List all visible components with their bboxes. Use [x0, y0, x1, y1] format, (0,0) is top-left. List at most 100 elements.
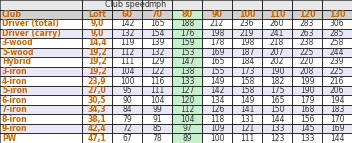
Text: 133: 133 [180, 77, 194, 86]
Text: 198: 198 [210, 29, 224, 38]
Text: 225: 225 [330, 67, 344, 76]
Bar [172, 133, 202, 143]
Bar [232, 29, 262, 38]
Bar [112, 86, 142, 95]
Bar [142, 67, 172, 76]
Text: 5-iron: 5-iron [2, 86, 27, 95]
Bar [202, 67, 232, 76]
Bar [0, 95, 82, 105]
Text: 89: 89 [182, 134, 192, 143]
Bar [112, 114, 142, 124]
Bar [232, 57, 262, 67]
Text: 3-wood: 3-wood [2, 38, 34, 47]
Bar [202, 10, 232, 19]
Bar [202, 86, 232, 95]
Text: 104: 104 [180, 115, 194, 124]
Bar [142, 19, 172, 29]
Bar [172, 19, 202, 29]
Text: 110: 110 [269, 10, 285, 19]
Text: 138: 138 [180, 67, 194, 76]
Text: 202: 202 [270, 57, 284, 66]
Bar [172, 38, 202, 48]
Text: 244: 244 [330, 48, 344, 57]
Bar [202, 114, 232, 124]
Bar [112, 19, 142, 29]
Text: 30,5: 30,5 [88, 96, 106, 105]
Bar [232, 0, 262, 10]
Text: Club: Club [2, 10, 22, 19]
Bar [112, 10, 142, 19]
Bar [112, 38, 142, 48]
Bar [172, 124, 202, 133]
Text: 139: 139 [150, 38, 164, 47]
Text: 109: 109 [210, 124, 224, 133]
Text: 131: 131 [240, 115, 254, 124]
Bar [322, 133, 352, 143]
Text: 158: 158 [240, 86, 254, 95]
Bar [292, 10, 322, 19]
Text: 168: 168 [300, 105, 314, 114]
Bar [0, 0, 82, 10]
Bar [142, 124, 172, 133]
Text: 165: 165 [210, 57, 224, 66]
Text: 134: 134 [210, 96, 224, 105]
Bar [292, 57, 322, 67]
Text: 206: 206 [330, 86, 344, 95]
Text: 104: 104 [120, 67, 134, 76]
Bar [82, 133, 112, 143]
Text: 225: 225 [300, 48, 314, 57]
Text: 120: 120 [299, 10, 315, 19]
Text: 104: 104 [150, 96, 164, 105]
Text: 80: 80 [181, 10, 193, 19]
Bar [0, 124, 82, 133]
Text: 156: 156 [300, 115, 314, 124]
Bar [232, 67, 262, 76]
Bar [172, 29, 202, 38]
Bar [0, 19, 82, 29]
Text: 260: 260 [270, 19, 284, 28]
Text: Driver (total): Driver (total) [2, 19, 59, 28]
Bar [82, 10, 112, 19]
Bar [82, 67, 112, 76]
Bar [322, 0, 352, 10]
Bar [292, 105, 322, 114]
Bar [0, 76, 82, 86]
Text: 129: 129 [150, 57, 164, 66]
Text: 173: 173 [240, 67, 254, 76]
Text: 133: 133 [300, 134, 314, 143]
Bar [262, 19, 292, 29]
Bar [112, 133, 142, 143]
Bar [0, 38, 82, 48]
Text: 207: 207 [270, 48, 284, 57]
Text: 99: 99 [152, 105, 162, 114]
Bar [262, 95, 292, 105]
Bar [82, 0, 112, 10]
Bar [202, 57, 232, 67]
Bar [112, 29, 142, 38]
Bar [82, 124, 112, 133]
Text: 112: 112 [120, 48, 134, 57]
Bar [0, 86, 82, 95]
Text: 79: 79 [122, 115, 132, 124]
Text: 155: 155 [210, 67, 224, 76]
Bar [82, 114, 112, 124]
Text: 70: 70 [151, 10, 163, 19]
Text: 130: 130 [329, 10, 345, 19]
Bar [322, 76, 352, 86]
Text: 3-iron: 3-iron [2, 67, 27, 76]
Text: 182: 182 [270, 77, 284, 86]
Text: 212: 212 [210, 19, 224, 28]
Text: 116: 116 [150, 77, 164, 86]
Text: 208: 208 [300, 67, 314, 76]
Bar [202, 38, 232, 48]
Text: 119: 119 [120, 38, 134, 47]
Text: 100: 100 [120, 77, 134, 86]
Bar [292, 124, 322, 133]
Text: 5-wood: 5-wood [2, 48, 33, 57]
Text: 216: 216 [330, 77, 344, 86]
Bar [232, 38, 262, 48]
Bar [142, 86, 172, 95]
Text: 150: 150 [270, 105, 284, 114]
Text: 145: 145 [300, 124, 314, 133]
Text: 121: 121 [240, 124, 254, 133]
